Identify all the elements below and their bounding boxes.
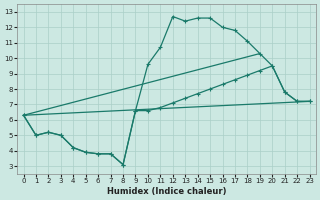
X-axis label: Humidex (Indice chaleur): Humidex (Indice chaleur) xyxy=(107,187,226,196)
